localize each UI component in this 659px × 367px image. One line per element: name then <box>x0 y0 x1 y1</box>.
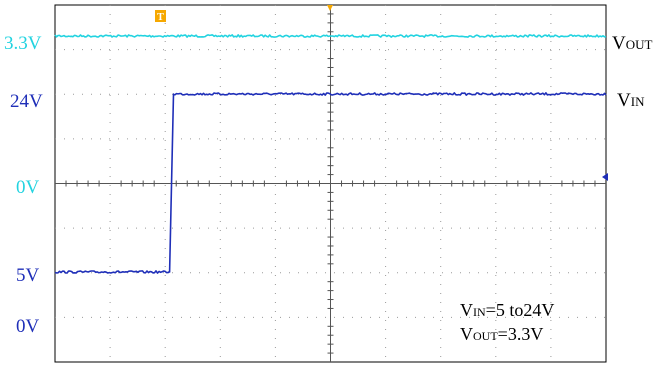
series-label-vin: VIN <box>617 90 645 111</box>
trigger-marker: T <box>155 10 166 23</box>
vin-ground-label: 0V <box>16 316 40 337</box>
annotation-line-1: VIN=5 to24V <box>460 300 554 320</box>
trigger-marker-label: T <box>157 12 164 23</box>
trace-vin <box>54 92 607 274</box>
annotation-line-2: VOUT=3.3V <box>460 324 543 344</box>
traces <box>54 34 607 274</box>
ground-reference-icon <box>602 173 608 181</box>
annotation-line-2-main: V <box>460 324 473 344</box>
annotation-line-1-sub: IN <box>473 305 486 319</box>
annotation-line-1-rest: =5 to24V <box>486 300 555 320</box>
vout-ground-label: 0V <box>16 177 40 198</box>
annotation-line-2-sub: OUT <box>473 329 498 343</box>
series-label-vout-sub: OUT <box>626 37 653 52</box>
series-label-vout: VOUT <box>612 33 653 54</box>
grid <box>55 5 606 362</box>
vin-level-label-5v: 5V <box>16 265 40 286</box>
annotation-line-2-rest: =3.3V <box>498 324 544 344</box>
series-label-vout-main: V <box>612 33 626 54</box>
trace-vout <box>54 34 607 38</box>
series-label-vin-main: V <box>617 90 631 111</box>
annotation-line-1-main: V <box>460 300 473 320</box>
vout-level-label: 3.3V <box>4 33 42 54</box>
trigger-position-icon <box>327 5 333 11</box>
vin-level-label-24v: 24V <box>10 91 43 112</box>
series-label-vin-sub: IN <box>631 94 645 109</box>
